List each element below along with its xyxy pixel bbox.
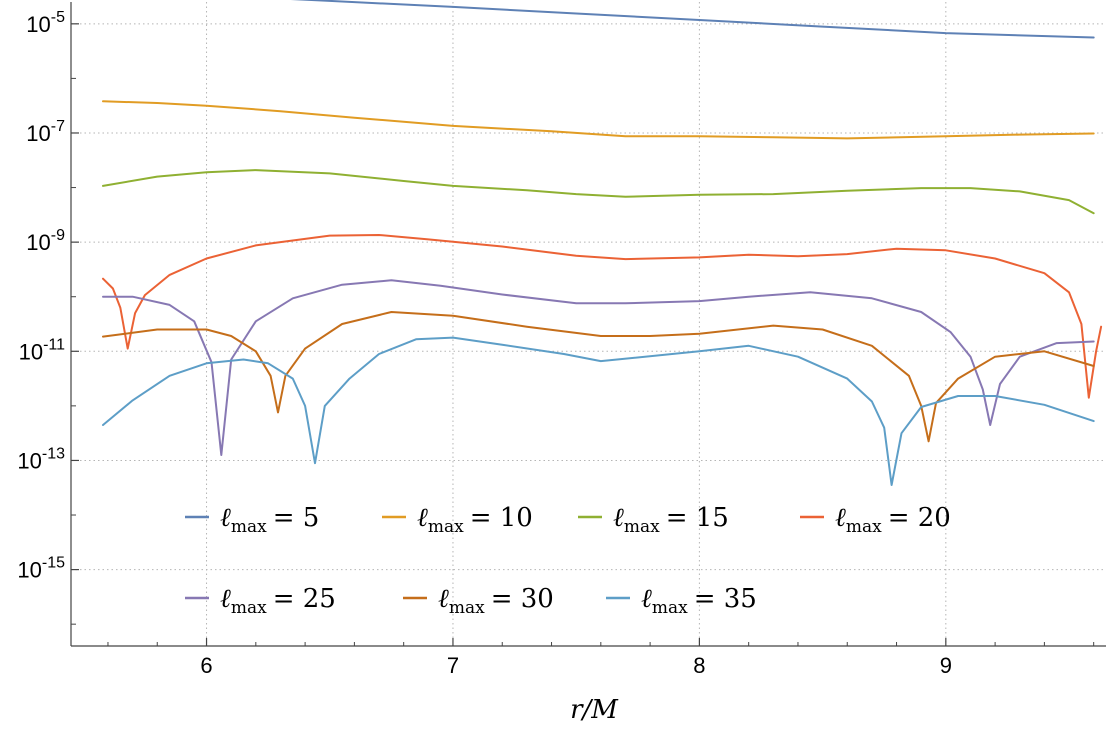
y-tick-label: 10-15 — [17, 555, 65, 583]
plot-frame — [70, 2, 1106, 647]
series-line-5 — [102, 279, 1095, 456]
legend-label: ℓmax = 35 — [641, 584, 757, 618]
series-line-4 — [102, 234, 1103, 399]
x-tick-label: 9 — [940, 653, 952, 678]
series-line-3 — [102, 169, 1095, 215]
axis-ticks: 6 7 8 9 10-5 10-7 10-9 10-11 10-13 10-15 — [17, 9, 1095, 678]
x-tick-label: 6 — [200, 653, 212, 678]
legend-label: ℓmax = 25 — [220, 584, 336, 618]
y-tick-label: 10-5 — [26, 9, 65, 37]
y-tick-label: 10-11 — [19, 336, 66, 364]
x-axis-title: r/M — [570, 695, 619, 725]
y-tick-label: 10-13 — [17, 445, 65, 473]
legend: ℓmax = 5 ℓmax = 10 ℓmax = 15 ℓmax = 20 ℓmax = 25 ℓ… — [185, 503, 951, 618]
y-tick-label: 10-9 — [26, 227, 65, 255]
legend-label: ℓmax = 15 — [613, 503, 729, 537]
legend-label: ℓmax = 30 — [438, 584, 554, 618]
series-line-6 — [102, 311, 1095, 443]
legend-label: ℓmax = 20 — [835, 503, 951, 537]
data-series — [102, 0, 1103, 486]
x-tick-label: 8 — [693, 653, 705, 678]
series-line-1 — [290, 0, 1095, 39]
y-tick-label: 10-7 — [26, 118, 65, 146]
x-tick-label: 7 — [447, 653, 459, 678]
legend-label: ℓmax = 10 — [417, 503, 533, 537]
series-line-7 — [102, 336, 1095, 486]
legend-label: ℓmax = 5 — [220, 503, 319, 537]
series-line-2 — [102, 100, 1095, 140]
